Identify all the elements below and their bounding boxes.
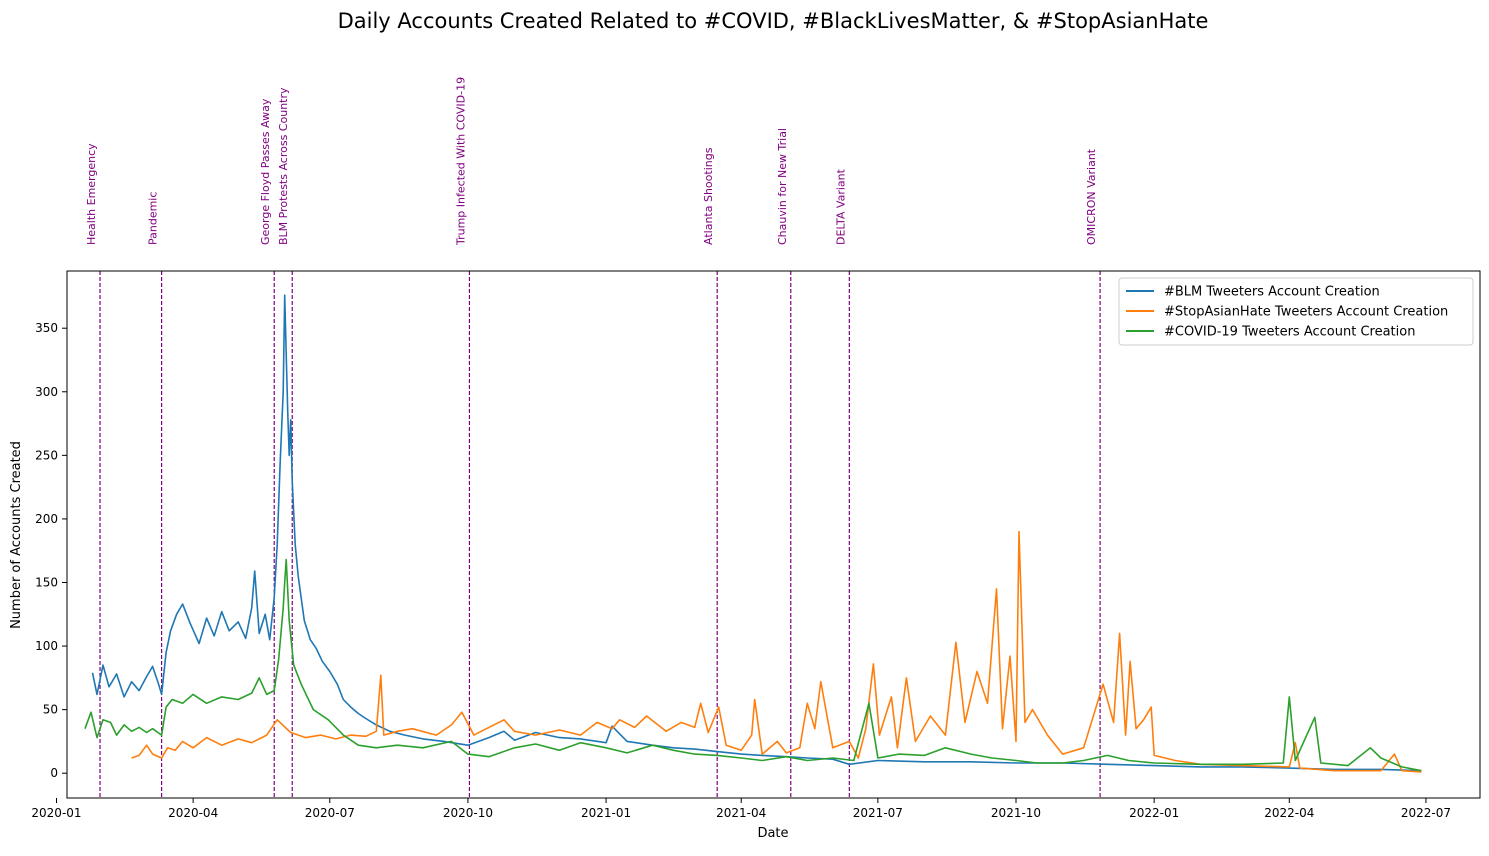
event-label: Chauvin for New Trial	[776, 128, 789, 245]
y-tick-label: 100	[35, 639, 58, 653]
x-tick-label: 2021-01	[581, 806, 631, 820]
x-tick-label: 2022-04	[1264, 806, 1314, 820]
event-label: George Floyd Passes Away	[259, 98, 272, 245]
y-axis-label: Number of Accounts Created	[9, 441, 24, 629]
event-label: Trump Infected With COVID-19	[454, 77, 467, 246]
legend: #BLM Tweeters Account Creation #StopAsian…	[1118, 277, 1474, 346]
legend-box	[1118, 277, 1474, 346]
y-tick-label: 350	[35, 321, 58, 335]
event-label: DELTA Variant	[834, 168, 847, 245]
x-tick-label: 2021-04	[716, 806, 766, 820]
y-tick-label: 250	[35, 448, 58, 462]
x-tick-label: 2020-07	[305, 806, 355, 820]
series-line	[131, 530, 1422, 773]
y-tick-label: 150	[35, 575, 58, 589]
event-label: Pandemic	[147, 192, 160, 245]
legend-label: #BLM Tweeters Account Creation	[1164, 285, 1380, 300]
event-label: OMICRON Variant	[1085, 148, 1098, 245]
y-axis: 0 50 100 150 200 250 300 350	[35, 321, 67, 780]
series-line	[91, 294, 1422, 772]
x-tick-label: 2021-10	[991, 806, 1041, 820]
event-label: Atlanta Shootings	[702, 147, 715, 245]
y-tick-label: 300	[35, 385, 58, 399]
series-lines	[84, 294, 1422, 773]
y-tick-label: 50	[43, 703, 58, 717]
x-axis-label: Date	[757, 826, 788, 841]
x-axis: 2020-01 2020-04 2020-07 2020-10 2021-01 2021-…	[31, 798, 1451, 820]
x-tick-label: 2020-04	[168, 806, 218, 820]
plot-frame	[66, 270, 1481, 799]
x-tick-label: 2020-10	[443, 806, 493, 820]
series-line	[84, 558, 1422, 772]
event-label: Health Emergency	[85, 143, 98, 245]
event-label: BLM Protests Across Country	[277, 87, 290, 245]
chart-title: Daily Accounts Created Related to #COVID…	[338, 9, 1209, 33]
x-tick-label: 2021-07	[853, 806, 903, 820]
legend-label: #StopAsianHate Tweeters Account Creation	[1164, 305, 1448, 320]
event-markers: Health Emergency Pandemic George Floyd Pas…	[85, 77, 1101, 798]
x-tick-label: 2020-01	[31, 806, 81, 820]
y-tick-label: 0	[50, 766, 58, 780]
y-tick-label: 200	[35, 512, 58, 526]
x-tick-label: 2022-01	[1129, 806, 1179, 820]
x-tick-label: 2022-07	[1401, 806, 1451, 820]
legend-label: #COVID-19 Tweeters Account Creation	[1164, 325, 1415, 340]
